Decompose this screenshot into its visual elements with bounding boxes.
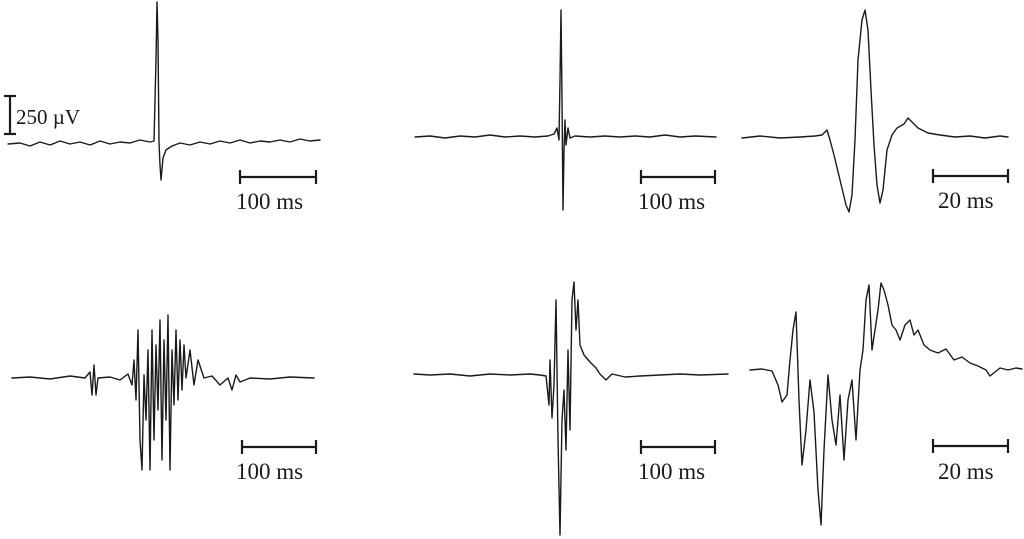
panel-b: 100 ms [414,9,717,214]
trace-panel-c [741,9,1009,213]
time-scale-bar-d [240,440,318,454]
panel-f: 20 ms [749,282,1023,526]
time-scale-label-e: 100 ms [638,459,705,484]
trace-panel-f [749,282,1023,526]
time-scale-bar-a [238,170,318,184]
trace-panel-a [7,1,321,181]
panel-e: 100 ms [413,281,729,536]
panel-c: 20 ms [741,9,1010,213]
time-scale-bar-b [639,170,717,184]
time-scale-label-d: 100 ms [236,459,303,484]
time-scale-label-a: 100 ms [236,189,303,214]
time-scale-bar-e [639,440,717,454]
trace-panel-d [11,314,315,471]
time-scale-label-c: 20 ms [938,188,994,213]
panel-d: 100 ms [11,314,318,484]
time-scale-label-b: 100 ms [638,189,705,214]
trace-panel-e [413,281,729,536]
trace-panel-b [414,9,717,211]
amplitude-scale-label: 250 µV [16,105,80,129]
time-scale-bar-c [931,169,1010,183]
panel-a: 100 ms [7,1,321,214]
time-scale-bar-f [931,439,1010,453]
time-scale-label-f: 20 ms [938,459,994,484]
amplitude-scale-bar: 250 µV [4,94,80,136]
